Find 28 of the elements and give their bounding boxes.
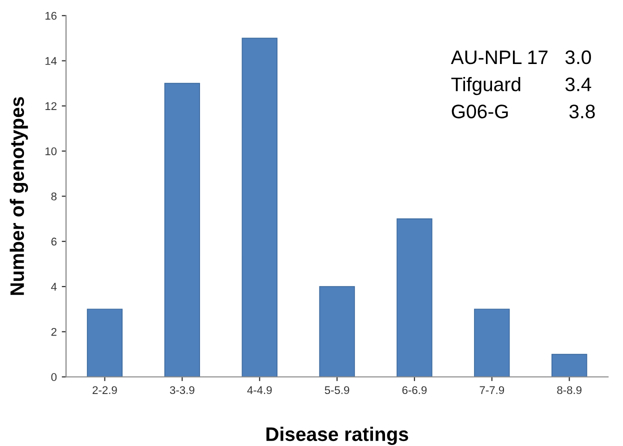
bar xyxy=(164,82,200,377)
bar xyxy=(551,354,588,377)
bar xyxy=(86,308,123,377)
y-tick-label: 16 xyxy=(46,12,57,20)
y-tick-label: 2 xyxy=(51,328,56,336)
y-tick-label: 8 xyxy=(51,192,57,200)
x-tick-label: 8-8.9 xyxy=(557,386,582,394)
annotation: AU-NPL 17 3.0 xyxy=(450,50,591,64)
x-tick-label: 5-5.9 xyxy=(324,386,350,394)
y-tick-label: 4 xyxy=(51,282,57,291)
bar xyxy=(396,218,432,377)
y-tick-label: 14 xyxy=(46,57,57,65)
bar xyxy=(474,308,510,377)
y-tick-label: 6 xyxy=(51,238,57,246)
y-axis-title: Number of genotypes xyxy=(10,97,28,295)
x-axis-title: Disease ratings xyxy=(266,426,408,446)
bar xyxy=(242,38,278,377)
annotation: G06-G 3.8 xyxy=(452,104,595,118)
x-tick-label: 6-6.9 xyxy=(402,386,427,394)
bar xyxy=(319,286,355,377)
y-tick-label: 10 xyxy=(46,147,57,156)
y-tick-label: 0 xyxy=(51,373,57,382)
x-tick-label: 7-7.9 xyxy=(480,386,504,394)
x-tick-label: 4-4.9 xyxy=(247,386,272,394)
annotation: Tifguard 3.4 xyxy=(451,76,592,96)
y-tick-label: 12 xyxy=(46,102,56,110)
x-tick-label: 3-3.9 xyxy=(170,386,194,394)
x-tick-label: 2-2.9 xyxy=(92,386,117,394)
